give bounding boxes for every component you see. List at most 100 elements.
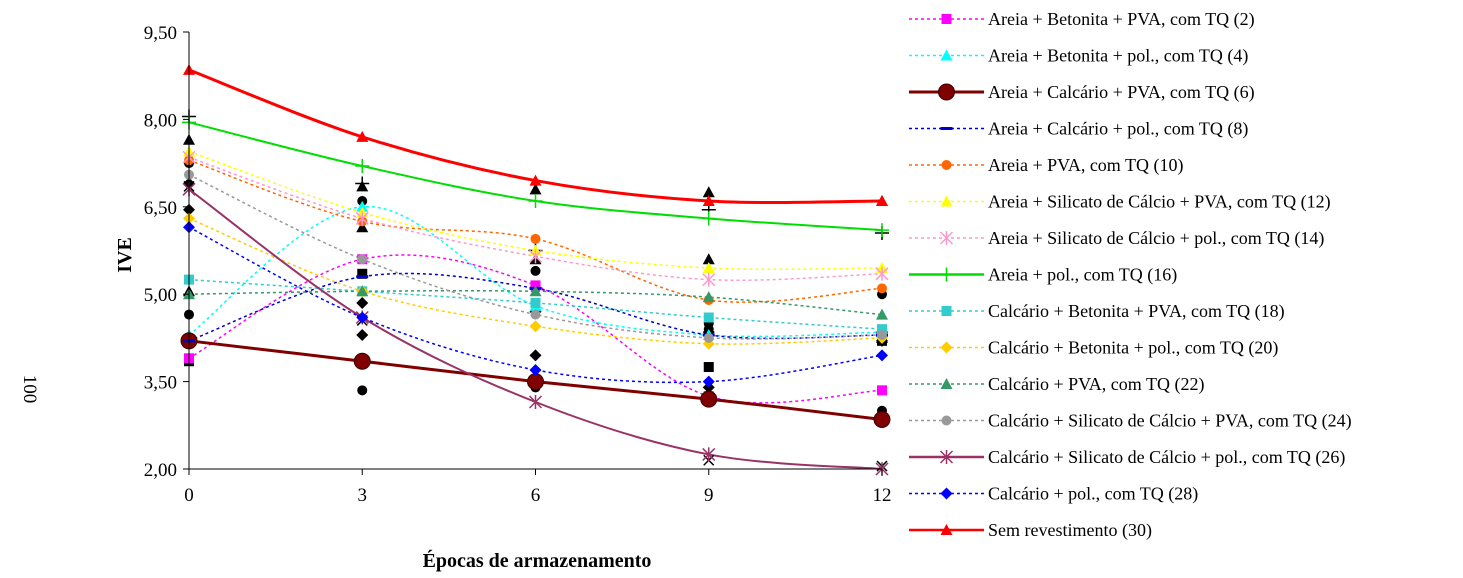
data-point	[702, 447, 716, 462]
legend-label: Areia + pol., com TQ (16)	[988, 265, 1177, 286]
x-tick-label: 6	[531, 485, 541, 506]
legend-label: Calcário + Betonita + PVA, com TQ (18)	[988, 301, 1285, 322]
data-point	[530, 233, 541, 244]
data-point	[877, 329, 887, 340]
y-tick-label: 2,00	[144, 460, 177, 481]
legend-marker	[940, 524, 953, 535]
legend-label: Calcário + pol., com TQ (28)	[988, 484, 1198, 505]
black-data-point	[702, 186, 715, 198]
legend-marker	[939, 450, 954, 464]
legend-label: Areia + Calcário + PVA, com TQ (6)	[988, 82, 1255, 103]
data-point	[530, 309, 541, 320]
black-data-point	[355, 176, 370, 191]
series-line	[188, 159, 883, 303]
data-point	[529, 320, 542, 333]
legend-marker	[939, 231, 954, 245]
legend-marker	[940, 487, 953, 500]
data-point	[877, 283, 887, 294]
data-point	[529, 285, 542, 297]
legend-label: Calcário + Silicato de Cálcio + PVA, com…	[988, 411, 1352, 432]
legend-marker	[940, 341, 953, 354]
legend-label: Calcário + Silicato de Cálcio + pol., co…	[988, 447, 1345, 468]
legend-marker	[941, 160, 952, 170]
legend-label: Calcário + PVA, com TQ (22)	[988, 374, 1204, 395]
axes: 2,00 3,50 5,00 6,50 8,00 9,50 0 3 6 9 12	[144, 23, 892, 506]
data-point	[355, 211, 369, 226]
black-data-point	[703, 362, 714, 373]
black-data-point	[530, 265, 541, 276]
legend-marker	[940, 195, 953, 207]
x-tick-label: 0	[184, 485, 194, 506]
data-point	[355, 159, 370, 174]
legend-label: Areia + Silicato de Cálcio + PVA, com TQ…	[988, 192, 1331, 213]
data-point	[875, 266, 889, 281]
black-data-point	[357, 268, 368, 279]
data-point	[702, 375, 715, 388]
black-data-point	[529, 349, 542, 362]
legend-label: Areia + Calcário + pol., com TQ (8)	[988, 119, 1248, 140]
y-tick-label: 6,50	[144, 198, 177, 219]
legend-label: Areia + Betonita + PVA, com TQ (2)	[988, 9, 1255, 30]
data-point	[529, 363, 542, 376]
data-point	[873, 410, 891, 428]
black-data-point	[356, 328, 369, 341]
data-point	[528, 193, 543, 208]
data-point	[702, 272, 716, 287]
data-point	[701, 211, 716, 226]
data-point	[356, 130, 369, 142]
y-tick-label: 5,00	[144, 285, 177, 306]
black-data-point	[356, 221, 369, 233]
data-point	[876, 194, 888, 206]
x-axis-title: Épocas de armazenamento	[423, 549, 652, 572]
x-tick-label: 9	[704, 485, 714, 506]
data-point	[700, 390, 718, 408]
data-point	[528, 249, 543, 264]
data-point	[527, 373, 544, 391]
legend-marker	[940, 49, 953, 61]
legend-marker	[941, 415, 952, 426]
data-point	[876, 308, 888, 320]
legend-label: Sem revestimento (30)	[988, 520, 1152, 541]
data-point	[703, 332, 714, 343]
legend-label: Areia + Betonita + pol., com TQ (4)	[988, 46, 1248, 67]
data-point	[356, 200, 369, 212]
data-point	[357, 254, 368, 265]
data-point	[877, 324, 887, 335]
data-point	[529, 174, 542, 186]
x-tick-label: 12	[873, 485, 892, 506]
data-point	[528, 394, 543, 409]
black-data-point	[357, 385, 368, 396]
legend-marker	[940, 378, 953, 389]
data-point	[702, 194, 715, 206]
legend-label: Areia + PVA, com TQ (10)	[988, 155, 1183, 176]
black-data-point	[702, 253, 715, 265]
legend-marker	[941, 14, 952, 24]
data-point	[356, 311, 369, 324]
legend-label: Areia + Silicato de Cálcio + pol., com T…	[988, 228, 1324, 249]
data-point	[703, 312, 714, 323]
legend-marker	[938, 83, 955, 101]
series-line	[188, 278, 883, 330]
black-data-point	[529, 183, 542, 195]
legend: Areia + Betonita + PVA, com TQ (2) Areia …	[909, 9, 1352, 541]
y-tick-label: 8,00	[144, 110, 177, 131]
legend-marker	[939, 267, 954, 282]
y-axis-title: IVE	[114, 237, 136, 273]
data-point	[875, 223, 889, 238]
data-point	[877, 385, 887, 396]
x-tick-label: 3	[358, 485, 368, 506]
data-point	[356, 285, 369, 297]
legend-marker	[941, 306, 952, 316]
data-point	[702, 261, 715, 273]
black-data-point	[356, 296, 369, 309]
data-point	[702, 291, 715, 303]
side-label: 100	[19, 375, 40, 404]
data-point	[530, 297, 541, 308]
data-point	[353, 352, 371, 370]
data-point	[876, 349, 888, 362]
legend-label: Calcário + Betonita + pol., com TQ (20)	[988, 338, 1278, 359]
series-line	[188, 206, 883, 338]
y-tick-label: 3,50	[144, 373, 177, 394]
y-tick-label: 9,50	[144, 23, 177, 44]
